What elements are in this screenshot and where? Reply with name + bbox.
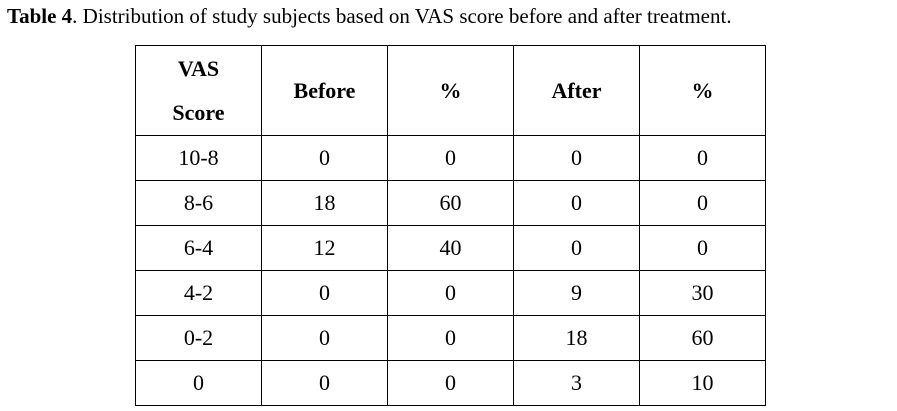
table-row: 6-4 12 40 0 0 bbox=[135, 225, 766, 271]
header-vas-score: VAS Score bbox=[135, 45, 262, 136]
cell-after-percent: 0 bbox=[639, 135, 766, 181]
cell-after-percent: 0 bbox=[639, 225, 766, 271]
cell-after: 9 bbox=[513, 270, 640, 316]
header-before: Before bbox=[261, 45, 388, 136]
header-before-percent: % bbox=[387, 45, 514, 136]
cell-score: 8-6 bbox=[135, 180, 262, 226]
table-row: 8-6 18 60 0 0 bbox=[135, 180, 766, 226]
cell-score: 10-8 bbox=[135, 135, 262, 181]
cell-after-percent: 0 bbox=[639, 180, 766, 226]
cell-before: 0 bbox=[261, 315, 388, 361]
table-caption: Table 4. Distribution of study subjects … bbox=[7, 3, 732, 29]
cell-before: 12 bbox=[261, 225, 388, 271]
cell-after: 0 bbox=[513, 180, 640, 226]
cell-before: 0 bbox=[261, 360, 388, 406]
cell-before: 0 bbox=[261, 135, 388, 181]
header-vas-line2: Score bbox=[172, 99, 225, 125]
cell-score: 0-2 bbox=[135, 315, 262, 361]
table-caption-label: Table 4 bbox=[7, 4, 73, 28]
vas-score-table: VAS Score Before % After % 10-8 0 0 0 0 … bbox=[135, 45, 766, 406]
cell-before-percent: 0 bbox=[387, 270, 514, 316]
cell-after: 0 bbox=[513, 135, 640, 181]
table-caption-text: . Distribution of study subjects based o… bbox=[72, 4, 732, 28]
table-row: 4-2 0 0 9 30 bbox=[135, 270, 766, 316]
table-header-row: VAS Score Before % After % bbox=[135, 45, 766, 136]
cell-after: 18 bbox=[513, 315, 640, 361]
table-row: 10-8 0 0 0 0 bbox=[135, 135, 766, 181]
cell-before-percent: 0 bbox=[387, 315, 514, 361]
cell-before: 18 bbox=[261, 180, 388, 226]
cell-score: 4-2 bbox=[135, 270, 262, 316]
cell-after-percent: 10 bbox=[639, 360, 766, 406]
cell-before-percent: 0 bbox=[387, 135, 514, 181]
header-vas-line1: VAS bbox=[177, 55, 220, 81]
cell-before-percent: 60 bbox=[387, 180, 514, 226]
cell-score: 0 bbox=[135, 360, 262, 406]
cell-after-percent: 30 bbox=[639, 270, 766, 316]
header-after-percent: % bbox=[639, 45, 766, 136]
cell-before-percent: 40 bbox=[387, 225, 514, 271]
table-row: 0-2 0 0 18 60 bbox=[135, 315, 766, 361]
table-row: 0 0 0 3 10 bbox=[135, 360, 766, 406]
cell-before-percent: 0 bbox=[387, 360, 514, 406]
cell-after: 0 bbox=[513, 225, 640, 271]
cell-after: 3 bbox=[513, 360, 640, 406]
cell-after-percent: 60 bbox=[639, 315, 766, 361]
cell-before: 0 bbox=[261, 270, 388, 316]
cell-score: 6-4 bbox=[135, 225, 262, 271]
header-after: After bbox=[513, 45, 640, 136]
